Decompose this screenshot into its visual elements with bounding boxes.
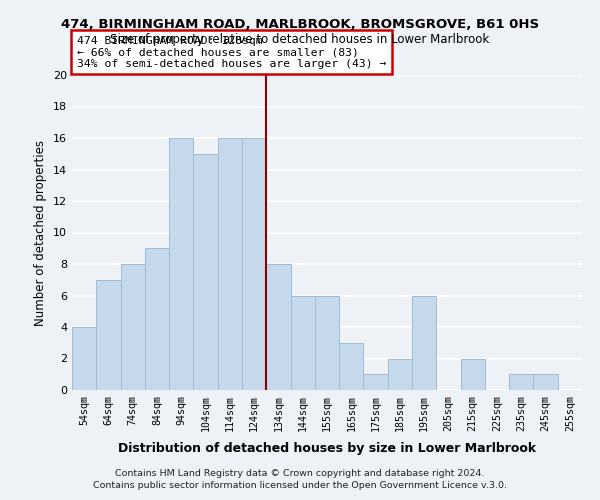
Bar [72, 327, 96, 390]
Bar [242, 138, 266, 390]
Bar [145, 248, 169, 390]
Text: 474 BIRMINGHAM ROAD: 128sqm
← 66% of detached houses are smaller (83)
34% of sem: 474 BIRMINGHAM ROAD: 128sqm ← 66% of det… [77, 36, 386, 68]
Bar [339, 343, 364, 390]
Bar [169, 138, 193, 390]
Y-axis label: Number of detached properties: Number of detached properties [34, 140, 47, 326]
Bar [193, 154, 218, 390]
Bar [290, 296, 315, 390]
Bar [266, 264, 290, 390]
Text: 474, BIRMINGHAM ROAD, MARLBROOK, BROMSGROVE, B61 0HS: 474, BIRMINGHAM ROAD, MARLBROOK, BROMSGR… [61, 18, 539, 30]
X-axis label: Distribution of detached houses by size in Lower Marlbrook: Distribution of detached houses by size … [118, 442, 536, 455]
Bar [533, 374, 558, 390]
Bar [364, 374, 388, 390]
Bar [412, 296, 436, 390]
Bar [388, 358, 412, 390]
Bar [509, 374, 533, 390]
Text: Size of property relative to detached houses in Lower Marlbrook: Size of property relative to detached ho… [110, 32, 490, 46]
Text: Contains public sector information licensed under the Open Government Licence v.: Contains public sector information licen… [93, 481, 507, 490]
Text: Contains HM Land Registry data © Crown copyright and database right 2024.: Contains HM Land Registry data © Crown c… [115, 468, 485, 477]
Bar [461, 358, 485, 390]
Bar [315, 296, 339, 390]
Bar [96, 280, 121, 390]
Bar [121, 264, 145, 390]
Bar [218, 138, 242, 390]
